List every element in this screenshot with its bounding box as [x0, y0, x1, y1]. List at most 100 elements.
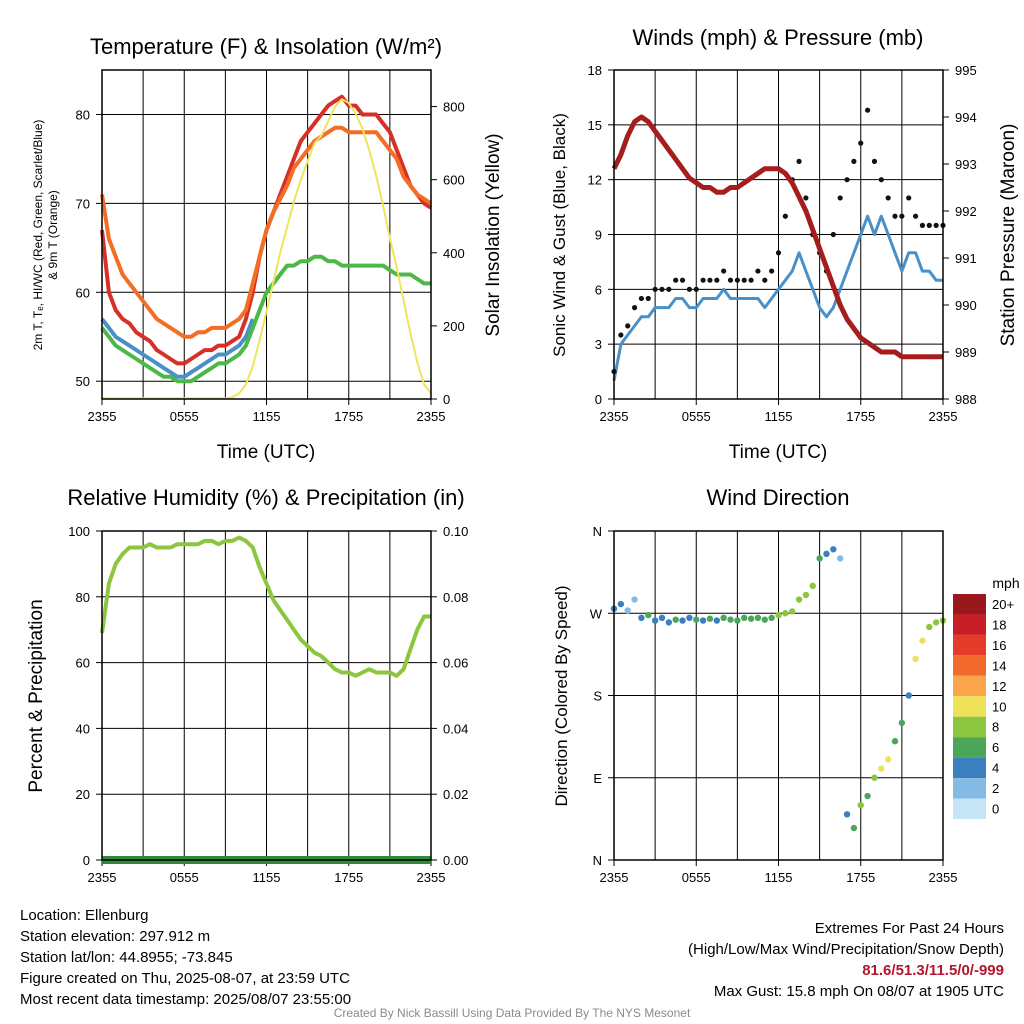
plot-layer: 2355 0555 1155 1755 235550607080020040060080… [68, 63, 1014, 885]
temp-ylabel-right: Solar Insolation (Yellow) [483, 133, 504, 336]
temperature-ytick-label: 70 [76, 196, 90, 211]
winds-y2tick-label: 991 [955, 251, 977, 266]
direction-point [884, 756, 892, 763]
max-gust: Max Gust: 15.8 mph On 08/07 at 1905 UTC [713, 983, 1004, 1000]
rh-ylabel-left: Percent & Precipitation [26, 599, 47, 792]
gust-point [912, 213, 919, 219]
humidity-xtick-label: 1755 [334, 870, 363, 885]
temp-title: Temperature (F) & Insolation (W/m²) [90, 34, 442, 59]
direction-ytick-label: E [593, 771, 602, 786]
legend-swatch [953, 696, 986, 717]
gust-point [796, 158, 802, 164]
winds-ytick-label: 0 [595, 392, 602, 407]
gust-point [686, 286, 692, 292]
winds-y2tick-label: 995 [955, 63, 977, 78]
temperature-xtick-label: 2355 [417, 409, 446, 424]
direction-point [706, 615, 714, 622]
gust-point [673, 277, 679, 283]
gust-point [871, 158, 878, 164]
legend-label: 14 [992, 658, 1006, 673]
legend-swatch [953, 594, 986, 615]
winds-xtick-label: 1755 [846, 409, 875, 424]
temp-ylabel-left-1: 2m T, Tₑ, HI/WC (Red, Green, Scarlet/Blu… [31, 120, 45, 351]
humidity-xtick-label: 2355 [417, 870, 446, 885]
humidity-y2tick-label: 0.06 [443, 656, 468, 671]
humidity-ytick-label: 40 [76, 721, 90, 736]
direction-point [631, 596, 638, 603]
temperature-y2tick-label: 400 [443, 246, 465, 261]
winds-y2tick-label: 992 [955, 204, 977, 219]
direction-point [754, 614, 762, 622]
direction-point [686, 614, 693, 622]
legend-label: 16 [992, 638, 1006, 653]
gust-point [782, 213, 788, 219]
temperature-y2tick-label: 200 [443, 319, 465, 334]
humidity-ytick-label: 60 [76, 656, 90, 671]
direction-xtick-label: 2355 [929, 870, 958, 885]
extremes-title: Extremes For Past 24 Hours [814, 920, 1004, 937]
temperature-xtick-label: 1155 [253, 409, 281, 424]
humidity-y2tick-label: 0.00 [443, 853, 468, 868]
gust-point [714, 277, 720, 283]
humidity-xtick-label: 1155 [253, 870, 281, 885]
temperature-y2tick-label: 0 [443, 392, 450, 407]
direction-point [624, 607, 631, 614]
credit-line: Created By Nick Bassill Using Data Provi… [333, 1006, 691, 1020]
extremes-info: Extremes For Past 24 Hours (High/Low/Max… [688, 918, 1004, 1002]
winds-ytick-label: 15 [588, 118, 602, 133]
winds-panel: Winds (mph) & Pressure (mb) Sonic Wind &… [550, 25, 1019, 463]
temp-series-line-0 [100, 317, 255, 379]
temperature-y2tick-label: 800 [443, 100, 465, 115]
direction-point [891, 737, 899, 745]
wind-title: Winds (mph) & Pressure (mb) [633, 25, 924, 50]
winds-xtick-label: 0555 [682, 409, 711, 424]
direction-point [843, 811, 851, 818]
humidity-panel: Relative Humidity (%) & Precipitation (i… [26, 485, 465, 793]
gust-point [926, 222, 932, 228]
legend-label: 20+ [992, 597, 1014, 612]
info-created: Figure created on Thu, 2025-08-07, at 23… [20, 970, 350, 987]
direction-xtick-label: 1755 [846, 870, 875, 885]
gust-point [727, 277, 734, 283]
humidity-ytick-label: 80 [76, 590, 90, 605]
direction-point [658, 614, 666, 622]
gust-point [652, 286, 658, 292]
direction-point [761, 616, 768, 623]
dir-title: Wind Direction [706, 485, 849, 510]
direction-xtick-label: 2355 [600, 870, 629, 885]
gust-point [892, 213, 898, 219]
direction-point [665, 619, 673, 626]
gust-point [748, 277, 754, 283]
direction-ytick-label: S [593, 689, 602, 704]
gust-point [734, 277, 740, 283]
gust-point [762, 277, 768, 283]
winds-ytick-label: 12 [588, 173, 602, 188]
wind-xlabel: Time (UTC) [729, 442, 828, 463]
temperature-y2tick-label: 600 [443, 173, 465, 188]
winds-border [613, 69, 944, 400]
temperature-xtick-label: 0555 [170, 409, 199, 424]
direction-point [782, 610, 789, 617]
gust-point [700, 277, 706, 283]
legend-label: 12 [992, 679, 1006, 694]
legend-label: 2 [992, 781, 999, 796]
gust-point [618, 332, 624, 338]
direction-point [871, 774, 878, 781]
humidity-y2tick-label: 0.08 [443, 590, 468, 605]
direction-point [789, 608, 796, 615]
info-elevation: Station elevation: 297.912 m [20, 928, 211, 945]
direction-point [816, 555, 823, 562]
direction-point [693, 616, 700, 623]
humidity-y2tick-label: 0.02 [443, 787, 468, 802]
winds-plot: 2355 0555 1155 1755 2355 0 3 6 9 12 15 18 988 989 990 9… [588, 63, 977, 424]
direction-point [720, 614, 727, 622]
direction-point [775, 611, 782, 619]
direction-point [651, 617, 659, 624]
humidity-ytick-label: 0 [83, 853, 90, 868]
direction-point [768, 614, 775, 622]
gust-point [837, 195, 843, 201]
gust-point [707, 277, 713, 283]
winds-ytick-label: 18 [588, 63, 602, 78]
temperature-xtick-label: 1755 [334, 409, 363, 424]
gust-point [933, 222, 939, 228]
